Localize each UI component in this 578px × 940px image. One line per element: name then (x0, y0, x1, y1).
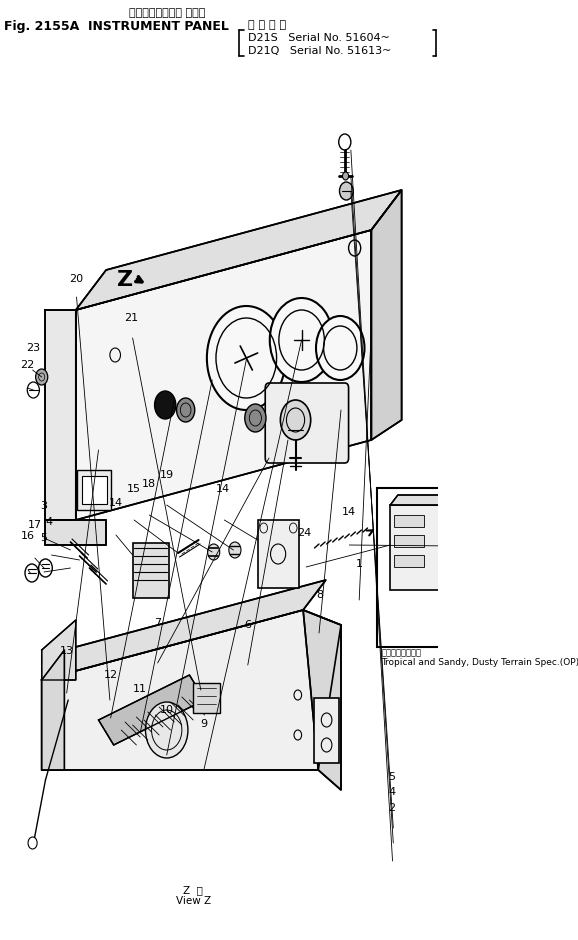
Text: Z  矢: Z 矢 (183, 885, 203, 895)
Text: 通 用 号 機: 通 用 号 機 (248, 20, 286, 30)
Text: 17: 17 (28, 520, 42, 529)
Polygon shape (390, 495, 447, 505)
FancyBboxPatch shape (377, 488, 505, 647)
Text: 5: 5 (388, 773, 395, 782)
Circle shape (25, 564, 39, 582)
Circle shape (343, 172, 349, 180)
Text: View Z: View Z (176, 896, 211, 906)
Circle shape (154, 391, 176, 419)
Text: 19: 19 (160, 470, 173, 479)
Circle shape (208, 544, 220, 560)
Bar (394, 515, 424, 527)
Text: 4: 4 (388, 788, 395, 797)
FancyBboxPatch shape (449, 502, 500, 590)
Text: 2: 2 (388, 804, 395, 813)
Circle shape (146, 702, 188, 758)
Text: 13: 13 (60, 647, 73, 656)
Text: 3: 3 (40, 501, 47, 510)
Text: 10: 10 (160, 705, 173, 714)
Text: インスツルメント パネル: インスツルメント パネル (128, 8, 205, 18)
Circle shape (229, 542, 241, 558)
Polygon shape (46, 310, 76, 520)
Polygon shape (76, 190, 402, 310)
Text: D21S   Serial No. 51604~: D21S Serial No. 51604~ (248, 33, 390, 43)
Circle shape (339, 134, 351, 150)
Text: 16: 16 (21, 531, 35, 540)
Text: 24: 24 (297, 528, 312, 538)
Bar (77, 470, 112, 510)
Text: Tropical and Sandy, Dusty Terrain Spec.(OP): Tropical and Sandy, Dusty Terrain Spec.(… (381, 658, 578, 667)
Polygon shape (42, 650, 64, 770)
Text: Z: Z (117, 270, 134, 290)
Text: 20: 20 (69, 274, 84, 284)
Circle shape (28, 837, 37, 849)
Text: 1: 1 (355, 559, 362, 569)
Circle shape (280, 400, 311, 440)
Polygon shape (439, 495, 447, 590)
Text: 12: 12 (104, 670, 118, 680)
Text: 11: 11 (133, 684, 147, 694)
Bar (394, 535, 424, 547)
Bar (394, 555, 424, 567)
Text: 熱帯、砂漠地仕様: 熱帯、砂漠地仕様 (381, 648, 421, 657)
Polygon shape (98, 675, 205, 745)
Text: 22: 22 (20, 360, 34, 369)
Text: 18: 18 (142, 479, 156, 489)
Polygon shape (42, 610, 341, 770)
Circle shape (39, 559, 52, 577)
Circle shape (316, 316, 365, 380)
Bar (314, 698, 339, 763)
Text: 6: 6 (244, 620, 251, 630)
Text: 7: 7 (154, 619, 161, 628)
Text: 14: 14 (342, 508, 356, 517)
Polygon shape (76, 230, 371, 520)
Circle shape (27, 382, 39, 398)
Bar (258, 520, 299, 588)
Circle shape (244, 404, 266, 432)
Bar (82, 476, 107, 504)
Bar (390, 505, 439, 590)
Polygon shape (42, 580, 326, 680)
Text: Fig. 2155A  INSTRUMENT PANEL: Fig. 2155A INSTRUMENT PANEL (4, 20, 229, 33)
Text: 14: 14 (109, 498, 123, 508)
Text: 4: 4 (46, 517, 53, 526)
Text: 8: 8 (316, 590, 323, 600)
Polygon shape (46, 520, 106, 545)
Text: D21Q   Serial No. 51613~: D21Q Serial No. 51613~ (248, 46, 391, 56)
Polygon shape (42, 620, 76, 680)
Circle shape (270, 298, 334, 382)
Text: 21: 21 (124, 313, 139, 322)
Text: 23: 23 (26, 343, 40, 352)
Polygon shape (371, 190, 402, 440)
FancyBboxPatch shape (265, 383, 349, 463)
Text: 15: 15 (127, 484, 140, 494)
Circle shape (36, 369, 48, 385)
Circle shape (207, 306, 286, 410)
Text: 14: 14 (216, 484, 231, 494)
Bar (193, 683, 220, 713)
Circle shape (339, 182, 353, 200)
Text: 9: 9 (200, 719, 208, 728)
Text: 5: 5 (40, 533, 47, 542)
Polygon shape (303, 610, 341, 790)
Circle shape (176, 398, 195, 422)
Bar (132, 543, 169, 598)
